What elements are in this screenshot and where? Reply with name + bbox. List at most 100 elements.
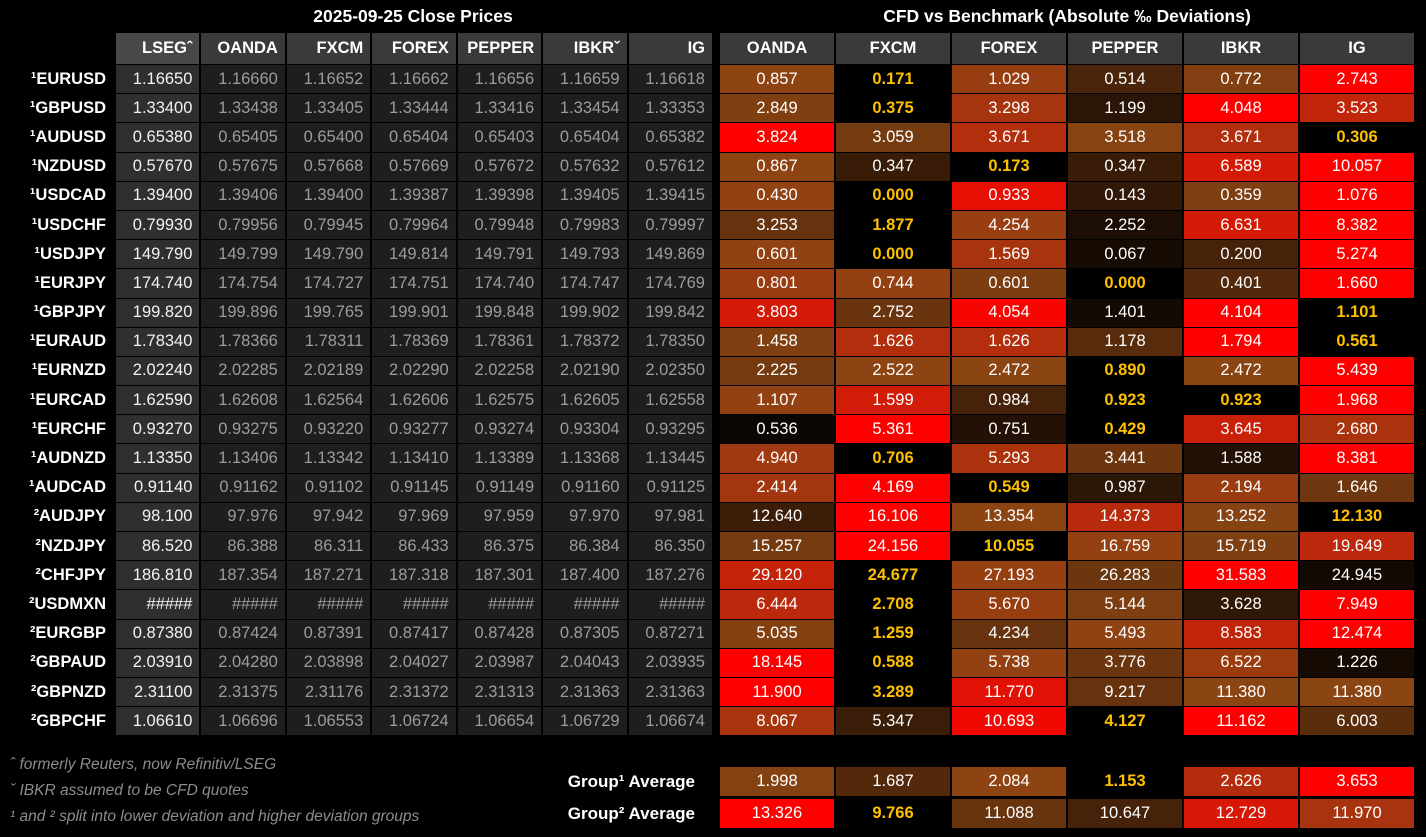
benchmark-price-cell: 186.810 [116, 561, 200, 590]
deviation-cell: 0.744 [836, 269, 950, 298]
pair-row-label: ¹EURJPY [0, 269, 114, 298]
deviation-cell: 1.029 [952, 65, 1066, 94]
price-cell: 1.16652 [286, 65, 371, 94]
deviation-cell: 3.441 [1068, 444, 1182, 473]
price-cell: 97.970 [543, 502, 627, 531]
price-cell: 2.31363 [543, 677, 627, 707]
pair-row-label: ¹AUDCAD [0, 473, 114, 502]
footnotes: ˆ formerly Reuters, now Refinitiv/LSEG ˇ … [10, 752, 419, 829]
benchmark-price-cell: 199.820 [116, 298, 200, 327]
price-cell: 1.06729 [543, 707, 627, 736]
price-cell: 1.62564 [286, 386, 371, 415]
benchmark-price-cell: 149.790 [116, 240, 200, 269]
deviation-cell: 4.048 [1184, 94, 1298, 123]
price-cell: 187.400 [543, 561, 627, 590]
price-cell: 2.04043 [543, 648, 627, 677]
deviation-cell: 1.660 [1300, 269, 1414, 298]
deviation-cell: 8.067 [720, 707, 834, 736]
deviation-cell: 2.743 [1300, 65, 1414, 94]
deviation-cell: 4.104 [1184, 298, 1298, 327]
price-cell: 1.33444 [372, 94, 456, 123]
deviation-cell: 5.439 [1300, 356, 1414, 386]
price-cell: ##### [201, 590, 285, 619]
deviation-cell: 1.458 [720, 327, 834, 356]
group-average-cell: 10.647 [1068, 799, 1182, 828]
price-cell: 174.751 [372, 269, 456, 298]
benchmark-price-cell: 1.13350 [116, 444, 200, 473]
deviation-cell: 3.803 [720, 298, 834, 327]
price-cell: 86.384 [543, 532, 627, 561]
deviation-column-header: PEPPER [1068, 33, 1182, 64]
deviation-cell: 2.472 [1184, 356, 1298, 386]
price-cell: 1.06654 [457, 707, 542, 736]
price-cell: ##### [457, 590, 542, 619]
price-cell: 1.16656 [457, 65, 542, 94]
price-cell: 0.65405 [201, 123, 285, 152]
deviation-cell: 12.640 [720, 502, 834, 531]
benchmark-price-cell: 2.31100 [116, 677, 200, 707]
deviation-cell: 3.645 [1184, 415, 1298, 444]
deviation-cell: 3.776 [1068, 648, 1182, 677]
deviation-cell: 0.601 [952, 269, 1066, 298]
group-average-cell: 11.970 [1300, 799, 1414, 828]
price-cell: 0.87428 [457, 619, 542, 648]
price-cell: 1.16618 [628, 65, 712, 94]
deviation-cell: 3.059 [836, 123, 950, 152]
pair-row-label: ¹EURNZD [0, 356, 114, 386]
price-column-header: FXCM [286, 33, 371, 64]
deviation-cell: 0.588 [836, 648, 950, 677]
price-cell: 0.93274 [457, 415, 542, 444]
price-cell: 199.848 [457, 298, 542, 327]
deviation-cell: 1.877 [836, 210, 950, 240]
price-cell: 1.06553 [286, 707, 371, 736]
group-average-labels: Group¹ Average Group² Average [400, 767, 707, 828]
deviation-column-header: FXCM [836, 33, 950, 64]
deviation-cell: 3.298 [952, 94, 1066, 123]
price-cell: 0.93277 [372, 415, 456, 444]
deviations-heatmap-table: OANDA FXCM FOREX PEPPER IBKR IG 0.857 0.171 1.02… [720, 33, 1414, 736]
price-cell: 149.869 [628, 240, 712, 269]
deviation-cell: 0.171 [836, 65, 950, 94]
deviation-cell: 4.127 [1068, 707, 1182, 736]
deviation-cell: 5.361 [836, 415, 950, 444]
pair-row-label: ²NZDJPY [0, 532, 114, 561]
group-average-cell: 13.326 [720, 799, 834, 828]
benchmark-price-cell: 1.78340 [116, 327, 200, 356]
price-cell: 0.87417 [372, 619, 456, 648]
deviation-cell: 8.381 [1300, 444, 1414, 473]
price-cell: 1.13389 [457, 444, 542, 473]
deviation-cell: 0.375 [836, 94, 950, 123]
deviation-cell: 12.474 [1300, 619, 1414, 648]
price-cell: 149.791 [457, 240, 542, 269]
benchmark-price-cell: 0.57670 [116, 152, 200, 181]
price-cell: 97.976 [201, 502, 285, 531]
price-cell: 174.747 [543, 269, 627, 298]
footnote-line: ˆ formerly Reuters, now Refinitiv/LSEG [10, 756, 277, 773]
price-cell: 1.06674 [628, 707, 712, 736]
deviation-cell: 15.257 [720, 532, 834, 561]
deviation-cell: 11.380 [1184, 677, 1298, 707]
price-cell: 2.31372 [372, 677, 456, 707]
deviation-cell: 3.289 [836, 677, 950, 707]
deviation-cell: 0.143 [1068, 181, 1182, 210]
price-cell: 1.16660 [201, 65, 285, 94]
price-cell: 0.57612 [628, 152, 712, 181]
benchmark-price-cell: 1.62590 [116, 386, 200, 415]
price-cell: 0.91102 [286, 473, 371, 502]
price-cell: ##### [543, 590, 627, 619]
price-cell: 199.896 [201, 298, 285, 327]
price-cell: 2.03987 [457, 648, 542, 677]
price-cell: 0.57672 [457, 152, 542, 181]
deviation-cell: 5.738 [952, 648, 1066, 677]
price-column-header: IG [628, 33, 712, 64]
deviation-cell: 5.670 [952, 590, 1066, 619]
price-cell: 0.79956 [201, 210, 285, 240]
deviation-cell: 14.373 [1068, 502, 1182, 531]
deviation-cell: 4.940 [720, 444, 834, 473]
deviation-cell: 2.522 [836, 356, 950, 386]
price-cell: 0.79964 [372, 210, 456, 240]
deviation-cell: 1.178 [1068, 327, 1182, 356]
price-cell: 187.301 [457, 561, 542, 590]
deviation-cell: 5.293 [952, 444, 1066, 473]
